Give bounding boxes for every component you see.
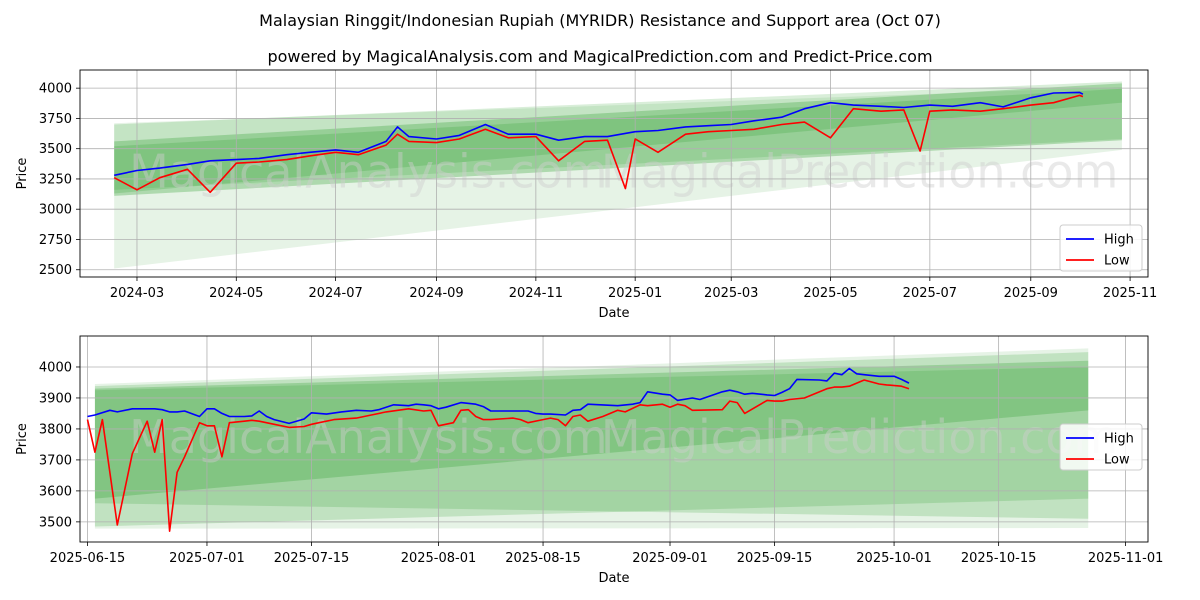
legend-label-low: Low: [1104, 453, 1130, 468]
plot-frame: [79, 335, 1149, 543]
support-resistance-band-2: [114, 81, 1122, 190]
x-tick-label: 2025-09-01: [632, 551, 708, 566]
series-line-high: [87, 367, 910, 425]
x-tick-label: 2025-10-15: [961, 551, 1037, 566]
chart-subtitle: powered by MagicalAnalysis.com and Magic…: [267, 47, 932, 66]
x-tick-label: 2025-07-15: [274, 551, 350, 566]
legend-label-high: High: [1104, 432, 1134, 447]
support-resistance-band-3: [114, 83, 1122, 196]
x-axis-label: Date: [598, 306, 629, 321]
y-tick-label: 3750: [39, 112, 72, 127]
plot-frame: [79, 69, 1149, 278]
support-resistance-band-2: [94, 352, 1089, 527]
x-axis-label: Date: [598, 571, 629, 586]
y-tick-label: 3700: [39, 453, 72, 468]
y-tick-label: 3500: [39, 142, 72, 157]
x-tick-label: 2025-07: [903, 286, 957, 301]
watermark-2: MagicalPrediction.com: [601, 410, 1119, 464]
x-tick-label: 2025-08-15: [505, 551, 581, 566]
y-axis-label: Price: [15, 158, 30, 190]
y-tick-label: 3600: [39, 484, 72, 499]
y-tick-label: 4000: [39, 360, 72, 375]
x-tick-label: 2025-11: [1103, 286, 1157, 301]
x-tick-label: 2025-06-15: [50, 551, 126, 566]
y-tick-label: 3250: [39, 172, 72, 187]
watermark-2: MagicalPrediction.com: [601, 145, 1119, 199]
support-resistance-band-1: [94, 348, 1089, 529]
x-tick-label: 2025-08-01: [401, 551, 477, 566]
plot-1: MagicalAnalysis.comMagicalPrediction.com…: [15, 69, 1157, 321]
plot-2: MagicalAnalysis.comMagicalPrediction.com…: [15, 335, 1164, 586]
chart-title: Malaysian Ringgit/Indonesian Rupiah (MYR…: [259, 11, 941, 30]
legend: High Low: [1059, 224, 1143, 272]
y-tick-label: 3000: [39, 203, 72, 218]
y-tick-label: 2750: [39, 233, 72, 248]
x-tick-label: 2024-03: [110, 286, 164, 301]
watermark-1: MagicalAnalysis.com: [129, 145, 608, 199]
x-tick-label: 2025-09-15: [737, 551, 813, 566]
y-tick-label: 3500: [39, 515, 72, 530]
x-tick-label: 2025-01: [608, 286, 662, 301]
series-line-high: [114, 91, 1084, 177]
y-axis-label: Price: [15, 423, 30, 455]
x-tick-label: 2025-09: [1004, 286, 1058, 301]
x-tick-label: 2025-03: [704, 286, 758, 301]
x-tick-label: 2025-10-01: [856, 551, 932, 566]
y-tick-label: 2500: [39, 263, 72, 278]
y-tick-label: 3800: [39, 422, 72, 437]
x-tick-label: 2025-05: [803, 286, 857, 301]
x-tick-label: 2024-05: [209, 286, 263, 301]
support-resistance-band-4: [114, 88, 1122, 194]
x-tick-label: 2024-07: [308, 286, 362, 301]
x-tick-label: 2024-11: [509, 286, 563, 301]
support-resistance-band-4: [94, 366, 1089, 519]
y-tick-label: 4000: [39, 82, 72, 97]
legend: High Low: [1059, 423, 1143, 471]
support-resistance-band-1: [114, 86, 1122, 269]
series-line-low: [86, 379, 910, 532]
x-tick-label: 2025-07-01: [169, 551, 245, 566]
legend-label-low: Low: [1104, 254, 1130, 269]
x-tick-label: 2025-11-01: [1088, 551, 1164, 566]
x-tick-label: 2024-09: [409, 286, 463, 301]
series-line-low: [113, 94, 1084, 194]
support-resistance-band-3: [94, 360, 1089, 499]
watermark-1: MagicalAnalysis.com: [129, 410, 608, 464]
y-tick-label: 3900: [39, 391, 72, 406]
legend-label-high: High: [1104, 233, 1134, 248]
